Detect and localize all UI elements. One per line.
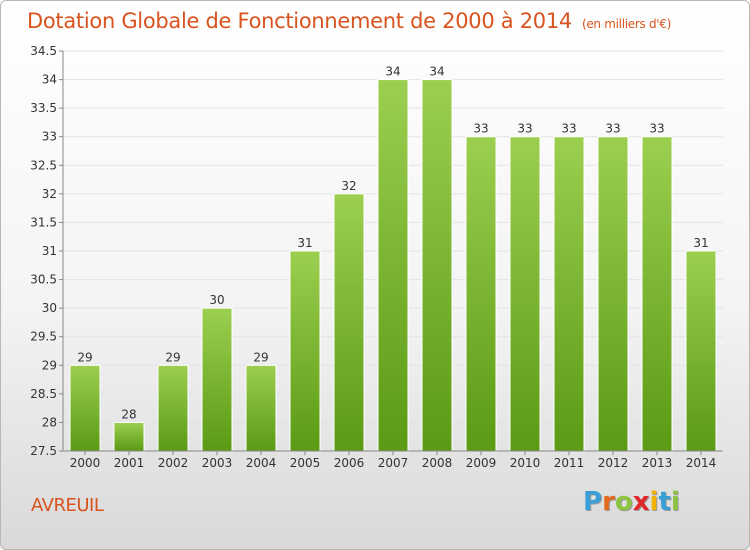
bar-value-label: 34 [429, 65, 444, 79]
x-tick-label: 2005 [290, 456, 321, 470]
bar-value-label: 33 [473, 122, 488, 136]
axes [59, 50, 723, 455]
chart-title: Dotation Globale de Fonctionnement de 20… [27, 9, 671, 33]
bar-value-label: 29 [165, 350, 180, 364]
bar [685, 250, 717, 452]
bar-value-label: 28 [121, 407, 136, 421]
y-tick-label: 27.5 [30, 444, 57, 458]
y-tick-label: 29.5 [30, 330, 57, 344]
y-tick-label: 29 [42, 358, 57, 372]
bar-value-label: 33 [561, 122, 576, 136]
logo-letter: x [632, 487, 650, 517]
x-tick-label: 2003 [202, 456, 233, 470]
y-tick-label: 30.5 [30, 273, 57, 287]
bar [113, 421, 145, 452]
bar [597, 136, 629, 452]
logo-letter: P [583, 487, 603, 517]
bar [157, 364, 189, 452]
x-tick-label: 2001 [114, 456, 145, 470]
y-tick-label: 31 [42, 244, 57, 258]
bar-value-label: 29 [77, 350, 92, 364]
bar-value-label: 29 [253, 350, 268, 364]
bars [69, 79, 717, 452]
bar [553, 136, 585, 452]
bar-value-label: 30 [209, 293, 224, 307]
y-tick-label: 31.5 [30, 215, 57, 229]
x-tick-label: 2012 [598, 456, 629, 470]
bar [245, 364, 277, 452]
logo-letter: i [649, 487, 659, 517]
bar [465, 136, 497, 452]
proxiti-logo: Proxiti [583, 487, 680, 517]
commune-name: AVREUIL [31, 495, 104, 516]
x-tick-label: 2000 [70, 456, 101, 470]
x-tick-label: 2006 [334, 456, 365, 470]
bar-value-label: 32 [341, 179, 356, 193]
logo-letter: i [670, 487, 680, 517]
bar [377, 79, 409, 452]
y-tick-label: 34.5 [30, 44, 57, 58]
y-tick-label: 33 [42, 130, 57, 144]
bar [201, 307, 233, 452]
x-tick-label: 2002 [158, 456, 189, 470]
y-tick-label: 32.5 [30, 158, 57, 172]
bar [69, 364, 101, 452]
logo-letter: r [602, 487, 615, 517]
logo-letter: o [614, 487, 633, 517]
x-tick-label: 2008 [422, 456, 453, 470]
y-tick-label: 34 [42, 73, 57, 87]
x-tick-label: 2007 [378, 456, 409, 470]
bar [333, 193, 365, 452]
y-tick-label: 28.5 [30, 387, 57, 401]
x-tick-label: 2010 [510, 456, 541, 470]
x-tick-label: 2014 [686, 456, 717, 470]
y-tick-label: 30 [42, 301, 57, 315]
bar-value-label: 31 [693, 236, 708, 250]
bar [289, 250, 321, 452]
logo-letter: t [658, 487, 671, 517]
x-tick-label: 2009 [466, 456, 497, 470]
bar-value-label: 34 [385, 65, 400, 79]
y-tick-labels: 27.5 28 28.5 29 29.5 30 30.5 31 31.5 32 32.5 33 33.5… [30, 44, 57, 458]
x-tick-labels: 2000 2001 2002 2003 2004 2005 2006 2007 2008 2009… [70, 456, 717, 470]
y-tick-label: 33.5 [30, 101, 57, 115]
bar-value-label: 33 [649, 122, 664, 136]
x-tick-label: 2004 [246, 456, 277, 470]
y-tick-label: 32 [42, 187, 57, 201]
x-tick-label: 2011 [554, 456, 585, 470]
bar [641, 136, 673, 452]
bar-value-label: 31 [297, 236, 312, 250]
x-tick-label: 2013 [642, 456, 673, 470]
value-labels: 29 28 29 30 29 31 32 34 34 33 33 33 33 33 31 [77, 65, 708, 422]
bar [421, 79, 453, 452]
chart-subtitle: (en milliers d'€) [581, 17, 671, 31]
bar-value-label: 33 [517, 122, 532, 136]
bar-value-label: 33 [605, 122, 620, 136]
y-tick-label: 28 [42, 415, 57, 429]
chart-title-text: Dotation Globale de Fonctionnement de 20… [27, 9, 572, 33]
bar [509, 136, 541, 452]
